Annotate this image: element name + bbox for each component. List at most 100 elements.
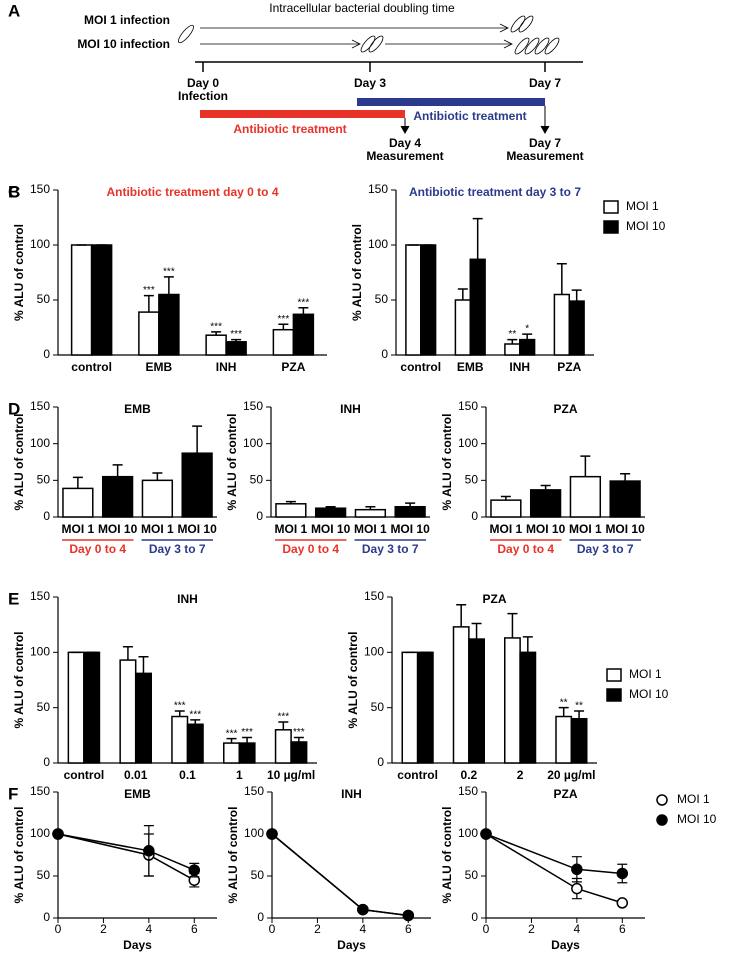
line	[57, 833, 195, 881]
y-tick-label: 100	[364, 645, 384, 659]
x-tick-label: EMB	[457, 360, 484, 374]
chart-title: PZA	[554, 787, 578, 801]
y-tick-label: 0	[471, 509, 478, 523]
y-tick-label: 100	[30, 645, 50, 659]
significance: **	[575, 701, 583, 712]
significance: ***	[293, 727, 305, 738]
significance: **	[560, 697, 568, 708]
point	[571, 863, 583, 876]
y-tick-label: 150	[458, 399, 478, 413]
chart-title: Antibiotic treatment day 0 to 4	[106, 185, 278, 199]
point	[143, 845, 155, 857]
bar	[452, 626, 470, 764]
bar	[225, 341, 247, 356]
error-bar	[72, 476, 83, 489]
legend-label: MOI 1	[677, 792, 710, 806]
error-bar	[540, 484, 551, 490]
significance: *	[525, 324, 529, 335]
x-tick-label: MOI 1	[141, 522, 174, 536]
significance: ***	[230, 329, 242, 340]
bar	[186, 723, 204, 764]
y-axis-label: % ALU of control	[12, 632, 26, 729]
label: Day 7	[529, 136, 561, 150]
y-tick-label: 50	[37, 473, 51, 487]
group-label: Day 0 to 4	[69, 542, 126, 556]
y-tick-label: 0	[43, 910, 50, 924]
chart-title: PZA	[483, 592, 507, 606]
y-tick-label: 0	[257, 910, 264, 924]
x-axis-label: Days	[123, 938, 152, 952]
bar	[238, 742, 256, 764]
bar	[569, 475, 602, 518]
error-bar	[472, 217, 483, 260]
x-tick-label: INH	[216, 360, 237, 374]
bar	[134, 672, 152, 764]
bar	[394, 505, 426, 518]
x-tick-label: 4	[146, 922, 153, 936]
x-tick-label: MOI 10	[526, 522, 566, 536]
point	[480, 828, 492, 840]
bacterium	[524, 37, 540, 55]
x-tick-label: 6	[619, 922, 626, 936]
point	[266, 828, 278, 840]
x-tick-label: 0	[55, 922, 62, 936]
bacterium	[360, 35, 376, 53]
y-axis-label: % ALU of control	[346, 632, 360, 729]
y-axis-label: % ALU of control	[12, 414, 26, 511]
group-label: Day 0 to 4	[497, 542, 554, 556]
label: Antibiotic treatment	[413, 109, 526, 123]
bar	[138, 311, 160, 356]
arrow-head	[351, 39, 361, 49]
error-bar	[143, 294, 154, 313]
point	[616, 897, 629, 909]
significance: ***	[298, 297, 310, 308]
error-bar	[522, 636, 533, 653]
bar	[468, 638, 485, 764]
error-bar	[471, 622, 482, 640]
point	[52, 828, 64, 840]
significance: **	[508, 329, 516, 340]
error-bar	[571, 289, 582, 302]
label: Intracellular bacterial doubling time	[269, 1, 455, 15]
legend-marker	[656, 794, 668, 806]
treatment-bar-late	[357, 98, 545, 106]
y-tick-label: 50	[37, 700, 51, 714]
y-tick-label: 50	[251, 868, 265, 882]
legend-label: MOI 1	[626, 199, 659, 213]
y-tick-label: 0	[43, 509, 50, 523]
legend-label: MOI 10	[677, 812, 717, 826]
label: Day 7	[529, 76, 561, 90]
x-tick-label: 2	[100, 922, 107, 936]
y-tick-label: 150	[30, 399, 50, 413]
label: Measurement	[506, 149, 583, 163]
x-tick-label: 0.01	[124, 768, 148, 782]
chart-title: Antibiotic treatment day 3 to 7	[409, 185, 581, 199]
x-tick-label: 4	[574, 922, 581, 936]
group-label: Day 3 to 7	[362, 542, 419, 556]
x-tick-label: MOI 10	[390, 522, 430, 536]
bar	[529, 489, 562, 518]
y-axis-label: % ALU of control	[440, 414, 454, 511]
y-tick-label: 0	[43, 347, 50, 361]
line	[271, 833, 409, 917]
label: Infection	[178, 89, 228, 103]
panel-label: C	[8, 182, 20, 201]
x-tick-label: INH	[509, 360, 530, 374]
x-tick-label: control	[64, 768, 105, 782]
significance: ***	[277, 712, 289, 723]
error-bar	[231, 338, 242, 342]
x-axis-label: Days	[337, 938, 366, 952]
bar	[62, 487, 94, 518]
y-tick-label: 100	[243, 436, 263, 450]
x-tick-label: MOI 10	[98, 522, 138, 536]
y-tick-label: 150	[30, 589, 50, 603]
significance: ***	[241, 727, 253, 738]
chart-title: PZA	[554, 402, 578, 416]
y-tick-label: 0	[256, 509, 263, 523]
arrow-head	[499, 23, 509, 33]
x-tick-label: 2	[314, 922, 321, 936]
bar	[519, 338, 536, 356]
bar	[553, 293, 571, 356]
legend-swatch	[603, 200, 619, 214]
